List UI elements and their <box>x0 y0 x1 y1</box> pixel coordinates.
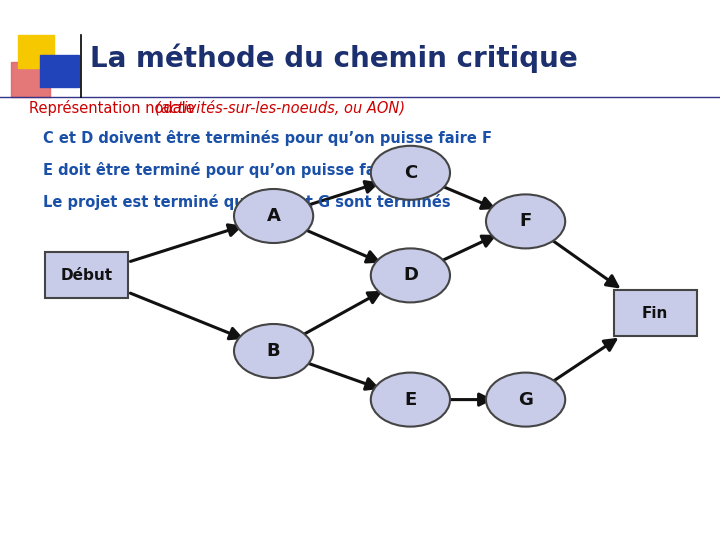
Ellipse shape <box>371 146 450 200</box>
Text: G: G <box>518 390 533 409</box>
Text: (activités-sur-les-noeuds, ou AON): (activités-sur-les-noeuds, ou AON) <box>155 100 405 116</box>
Text: A: A <box>266 207 281 225</box>
Text: B: B <box>267 342 280 360</box>
Text: La méthode du chemin critique: La méthode du chemin critique <box>90 43 577 72</box>
Bar <box>18 35 54 68</box>
Text: E doit être terminé pour qu’on puisse faire G: E doit être terminé pour qu’on puisse fa… <box>43 162 415 178</box>
Bar <box>40 55 79 87</box>
Text: C et D doivent être terminés pour qu’on puisse faire F: C et D doivent être terminés pour qu’on … <box>43 130 492 146</box>
Ellipse shape <box>234 324 313 378</box>
FancyBboxPatch shape <box>45 252 128 298</box>
Ellipse shape <box>486 194 565 248</box>
FancyBboxPatch shape <box>614 291 697 336</box>
Text: E: E <box>404 390 417 409</box>
Ellipse shape <box>234 189 313 243</box>
Ellipse shape <box>371 373 450 427</box>
Text: C: C <box>404 164 417 182</box>
Text: D: D <box>403 266 418 285</box>
Text: Représentation nodale: Représentation nodale <box>29 100 199 116</box>
Text: F: F <box>519 212 532 231</box>
Ellipse shape <box>486 373 565 427</box>
Bar <box>11 62 50 97</box>
Text: Le projet est terminé quand F et G sont terminés: Le projet est terminé quand F et G sont … <box>43 194 451 211</box>
Text: Début: Début <box>60 268 112 283</box>
Ellipse shape <box>371 248 450 302</box>
Text: Fin: Fin <box>642 306 668 321</box>
